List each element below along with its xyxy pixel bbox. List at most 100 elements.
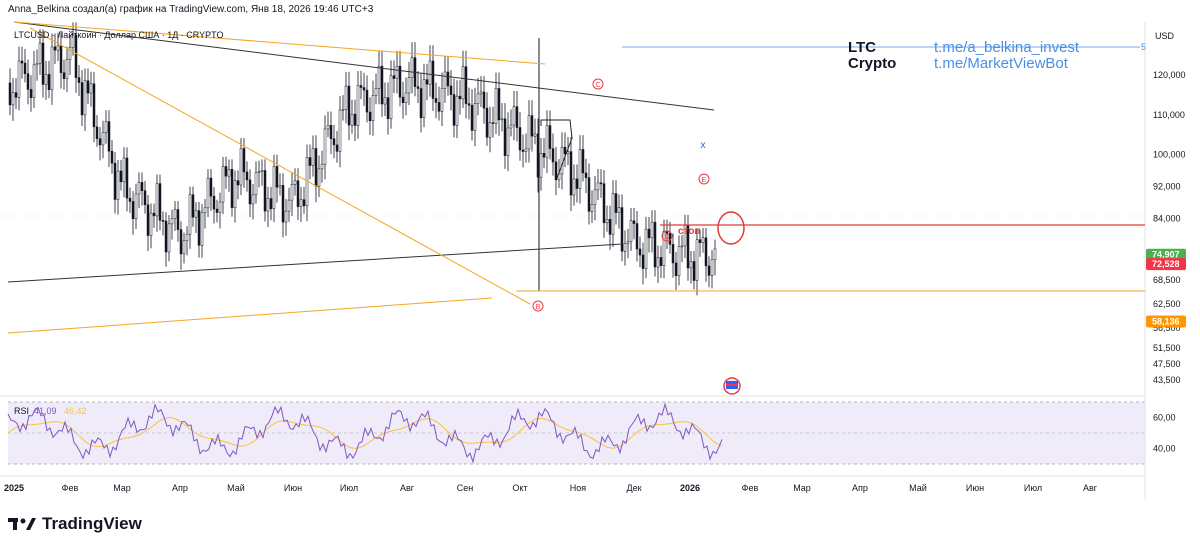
- candle-body: [254, 172, 258, 196]
- candle-body: [611, 193, 615, 235]
- candle-body: [374, 88, 378, 96]
- candle-body: [335, 144, 339, 152]
- candle-body: [395, 65, 399, 79]
- candle-body: [86, 80, 90, 94]
- wave-label-d: D: [664, 234, 669, 241]
- candle-body: [98, 138, 102, 146]
- candle-body: [380, 65, 384, 105]
- x-mark: x: [701, 140, 706, 151]
- wave-label-c: C: [595, 82, 600, 89]
- candle-body: [572, 178, 576, 196]
- candle-body: [245, 171, 249, 181]
- lower-trendline-orange[interactable]: [7, 297, 493, 334]
- candle-body: [146, 204, 150, 236]
- chart-header: Anna_Belkina создал(а) график на Trading…: [8, 4, 374, 15]
- price-tag-box: [1146, 258, 1186, 271]
- candle-body: [62, 72, 66, 79]
- candle-body: [332, 138, 336, 146]
- annotation-link-1[interactable]: t.me/a_belkina_invest: [934, 39, 1080, 56]
- candle-body: [383, 97, 387, 105]
- annotation-link-2[interactable]: t.me/MarketViewBot: [934, 55, 1069, 72]
- candle-body: [575, 178, 579, 189]
- candle-body: [323, 128, 327, 165]
- candle-body: [527, 115, 531, 150]
- rsi-value: 41,09: [34, 406, 57, 416]
- currency-label[interactable]: USD: [1155, 31, 1175, 41]
- stop-label: стоп: [678, 226, 700, 237]
- candle-body: [677, 246, 681, 276]
- candle-body: [173, 209, 177, 219]
- candle-body: [209, 177, 213, 197]
- candle-body: [164, 220, 168, 253]
- candle-body: [44, 74, 48, 85]
- candle-body: [68, 47, 72, 60]
- rsi-ma-value: 46,42: [64, 406, 87, 416]
- candle-body: [317, 168, 321, 187]
- candle-body: [341, 109, 345, 111]
- candle-body: [350, 113, 354, 126]
- candle-body: [167, 223, 171, 253]
- candle-body: [674, 262, 678, 276]
- wave-label-b-circle[interactable]: [532, 300, 544, 312]
- time-axis[interactable]: 2025 Фев Мар Апр Май Июн Июл Авг Сен Окт Ноя Дек 202…: [4, 483, 1098, 493]
- candle-body: [224, 166, 228, 177]
- candle-body: [467, 103, 471, 106]
- upper-trendline-orange[interactable]: [13, 21, 546, 65]
- candle-body: [353, 113, 357, 126]
- candle-body: [65, 59, 69, 79]
- candle-body: [419, 88, 423, 118]
- candle-body: [518, 127, 522, 151]
- candle-body: [602, 183, 606, 224]
- time-tick-label: 2025: [4, 483, 24, 493]
- candle-body: [170, 218, 174, 225]
- candle-body: [458, 95, 462, 100]
- candle-body: [185, 233, 189, 242]
- stop-zone-circle[interactable]: [717, 211, 745, 245]
- candle-body: [434, 98, 438, 103]
- candle-body: [599, 182, 603, 185]
- candle-body: [206, 177, 210, 209]
- candle-body: [260, 170, 264, 172]
- price-tick-label: 120,000: [1153, 70, 1186, 80]
- candle-body: [587, 177, 591, 212]
- candle-body: [452, 94, 456, 126]
- tradingview-logo[interactable]: TradingView: [8, 514, 142, 534]
- candle-body: [218, 201, 222, 213]
- wave-label-c-circle[interactable]: [592, 78, 604, 90]
- economic-event-icon[interactable]: [723, 377, 741, 395]
- candle-body: [425, 79, 429, 85]
- lower-trendline-black[interactable]: [7, 243, 623, 283]
- candle-body: [20, 60, 24, 64]
- candle-body: [632, 220, 636, 224]
- candle-body: [140, 182, 144, 191]
- candle-body: [548, 125, 552, 149]
- candle-body: [440, 88, 444, 112]
- symbol-line[interactable]: LTCUSD · Лайткоин · Доллар США · 1Д · CR…: [14, 30, 224, 40]
- candle-body: [155, 183, 159, 217]
- candle-body: [83, 80, 87, 116]
- upper-trendline-black[interactable]: [13, 21, 715, 111]
- candle-body: [581, 149, 585, 174]
- candle-body: [542, 153, 546, 158]
- pattern-lines[interactable]: [540, 119, 573, 179]
- time-tick-label: Ноя: [570, 483, 587, 493]
- price-tag-box: [1146, 248, 1186, 261]
- candle-body: [266, 198, 270, 212]
- wave-line-orange[interactable]: [29, 27, 531, 305]
- candle-body: [110, 150, 114, 164]
- candle-body: [272, 166, 276, 210]
- candle-body: [680, 245, 684, 248]
- price-tag-label: 72,528: [1152, 259, 1180, 269]
- price-axis[interactable]: 120,000 110,000 100,000 92,000 84,000 68,500 6…: [1153, 70, 1186, 385]
- candle-body: [530, 115, 534, 137]
- price-tick-label: 110,000: [1153, 110, 1185, 120]
- wave-label-e-circle[interactable]: [698, 173, 710, 185]
- tradingview-logo-icon: [8, 518, 36, 530]
- time-tick-label: Дек: [626, 483, 641, 493]
- wave-label-d-circle[interactable]: [661, 230, 673, 242]
- wave-label-b: B: [536, 304, 541, 311]
- candle-body: [560, 146, 564, 175]
- price-pane[interactable]: [0, 22, 1145, 392]
